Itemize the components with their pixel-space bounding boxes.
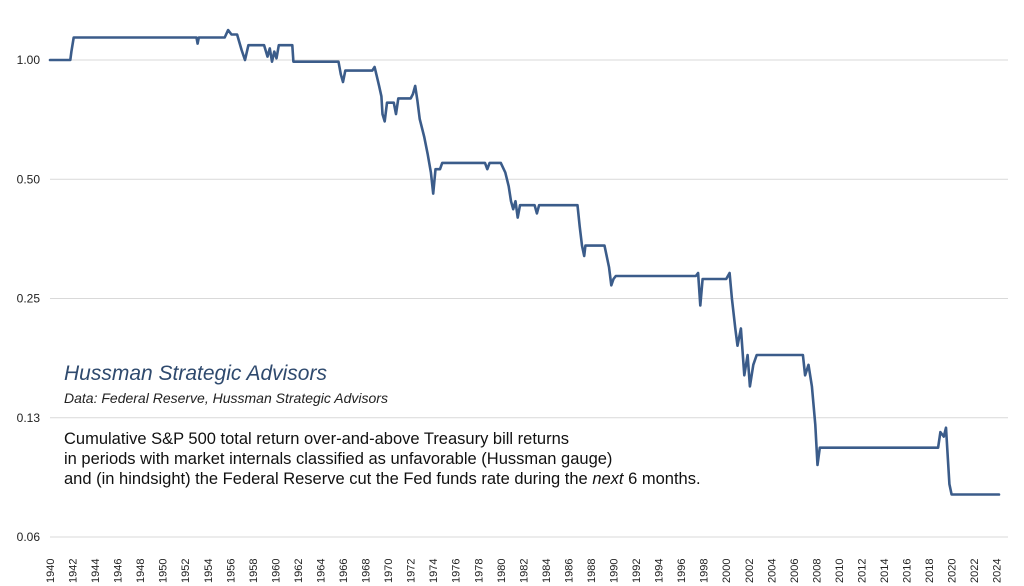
x-tick-label: 1996 [676, 559, 688, 583]
x-tick-label: 1968 [361, 559, 373, 583]
x-tick-label: 1958 [248, 559, 260, 583]
x-tick-label: 1980 [496, 559, 508, 583]
x-tick-label: 1992 [631, 559, 643, 583]
x-tick-label: 2002 [744, 559, 756, 583]
x-tick-label: 1952 [180, 559, 192, 583]
description-line-3-end: 6 months. [623, 470, 701, 488]
brand-title: Hussman Strategic Advisors [64, 362, 327, 385]
description-line-2: in periods with market internals classif… [64, 450, 613, 468]
x-tick-label: 1948 [135, 559, 147, 583]
x-tick-label: 1940 [45, 559, 57, 583]
y-tick-label: 0.50 [17, 172, 41, 186]
x-tick-label: 2008 [811, 559, 823, 583]
x-tick-label: 1966 [338, 559, 350, 583]
y-tick-label: 0.25 [17, 292, 41, 306]
y-tick-label: 1.00 [17, 53, 41, 67]
x-tick-label: 1944 [90, 559, 102, 583]
description-line-3-emphasis: next [592, 470, 624, 488]
x-tick-label: 1942 [68, 559, 80, 583]
x-tick-label: 1976 [451, 559, 463, 583]
x-axis-ticks: 1940 1942 1944 1946 1948 1950 1952 1954 1956 1958… [45, 559, 1004, 583]
y-tick-label: 0.06 [17, 530, 41, 544]
y-axis-ticks: 1.00 0.50 0.25 0.13 0.06 [17, 53, 41, 544]
chart-description: Cumulative S&P 500 total return over-and… [64, 429, 701, 489]
description-line-3-start: and (in hindsight) the Federal Reserve c… [64, 470, 593, 488]
series-line-0 [48, 28, 1001, 496]
x-tick-label: 1974 [428, 559, 440, 583]
x-tick-label: 1988 [586, 559, 598, 583]
x-tick-label: 1950 [158, 559, 170, 583]
description-line-3: and (in hindsight) the Federal Reserve c… [64, 469, 701, 489]
x-tick-label: 2016 [902, 559, 914, 583]
x-tick-label: 2012 [856, 559, 868, 583]
x-tick-label: 2014 [879, 559, 891, 583]
series-layer [48, 28, 1001, 496]
description-line-1: Cumulative S&P 500 total return over-and… [64, 430, 570, 448]
x-tick-label: 1984 [541, 559, 553, 583]
x-tick-label: 2022 [969, 559, 981, 583]
x-tick-label: 1990 [609, 559, 621, 583]
x-tick-label: 1972 [406, 559, 418, 583]
x-tick-label: 1962 [293, 559, 305, 583]
x-tick-label: 1954 [203, 559, 215, 583]
data-source-note: Data: Federal Reserve, Hussman Strategic… [64, 390, 388, 406]
x-tick-label: 2004 [766, 559, 778, 583]
x-tick-label: 2018 [924, 559, 936, 583]
x-tick-label: 1946 [113, 559, 125, 583]
x-tick-label: 1998 [699, 559, 711, 583]
x-tick-label: 1964 [315, 559, 327, 583]
x-tick-label: 2024 [992, 559, 1004, 583]
gridlines [50, 59, 1008, 538]
x-tick-label: 1960 [270, 559, 282, 583]
x-tick-label: 1970 [383, 559, 395, 583]
x-tick-label: 1994 [654, 559, 666, 583]
x-tick-label: 1956 [225, 559, 237, 583]
x-tick-label: 2006 [789, 559, 801, 583]
x-tick-label: 2020 [947, 559, 959, 583]
x-tick-label: 2000 [721, 559, 733, 583]
x-tick-label: 1986 [563, 559, 575, 583]
x-tick-label: 1978 [473, 559, 485, 583]
x-tick-label: 1982 [518, 559, 530, 583]
y-tick-label: 0.13 [17, 411, 41, 425]
x-tick-label: 2010 [834, 559, 846, 583]
